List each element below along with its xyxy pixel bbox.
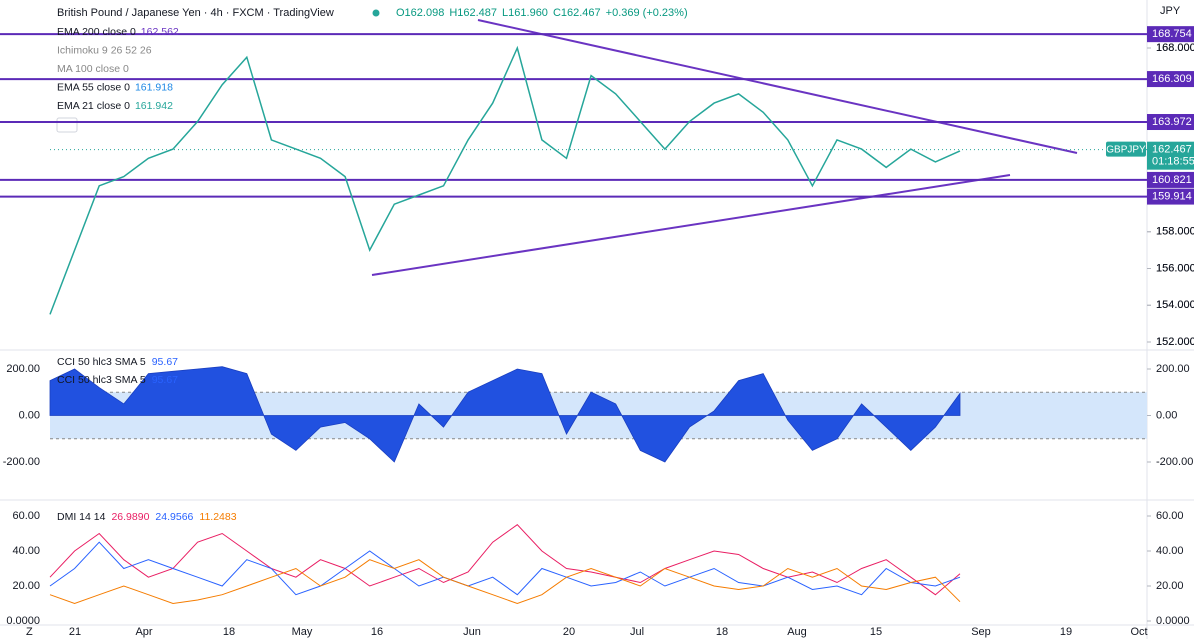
tick-label: 168.000 (1156, 42, 1194, 54)
left-tick-label: 200.00 (6, 363, 40, 375)
indicator-name: EMA 200 close 0 (57, 26, 136, 38)
price-tag (1147, 141, 1194, 170)
ohlc-value: L161.960 (502, 7, 548, 19)
countdown: 01:18:55 (1152, 156, 1194, 168)
level-label: 168.754 (1152, 28, 1192, 40)
left-tick-label: 0.00 (19, 409, 40, 421)
cci-legend: CCI 50 hlc3 SMA 5 (57, 356, 146, 368)
currency: JPY (1160, 5, 1181, 17)
dmi-line (49, 559, 961, 605)
left-tick-label: 0.0000 (6, 615, 40, 627)
time-label: 19 (1060, 626, 1072, 638)
left-tick-label: 60.00 (12, 510, 40, 522)
time-label: Jul (630, 626, 644, 638)
indicator-name: EMA 21 close 0 (57, 100, 130, 112)
indicator-value: 161.918 (135, 81, 173, 93)
tick-label: 0.0000 (1156, 615, 1190, 627)
level-tag (1147, 171, 1194, 188)
time-label: 15 (870, 626, 882, 638)
tick-label: 40.00 (1156, 545, 1184, 557)
cci-legend-value: 95.67 (152, 374, 178, 386)
cci-area (49, 366, 961, 463)
level-label: 166.309 (1152, 73, 1192, 85)
last-price: 162.467 (1152, 144, 1192, 156)
tick-label: 152.000 (1156, 336, 1194, 348)
dmi-line (49, 524, 961, 596)
time-label: 18 (223, 626, 235, 638)
time-label: Jun (463, 626, 481, 638)
time-label: 20 (563, 626, 575, 638)
level-label: 159.914 (1152, 190, 1192, 202)
trend-line (477, 19, 1078, 154)
time-label: May (292, 626, 313, 638)
left-tick-label: 20.00 (12, 580, 40, 592)
level-label: 163.972 (1152, 116, 1192, 128)
symbol-tag (1106, 141, 1146, 157)
dmi-legend-value: 26.9890 (111, 511, 149, 523)
tick-label: 200.00 (1156, 363, 1190, 375)
time-label: Oct (1130, 626, 1147, 638)
cci-legend-value: 95.67 (152, 356, 178, 368)
trend-line (371, 174, 1011, 276)
ohlc-value: O162.098 (396, 7, 444, 19)
price-line (49, 45, 961, 315)
tick-label: 20.00 (1156, 580, 1184, 592)
time-label: Aug (787, 626, 807, 638)
tick-label: -200.00 (1156, 456, 1193, 468)
time-label: 21 (69, 626, 81, 638)
legend: British Pound / Japanese Yen · 4h · FXCM… (57, 7, 688, 112)
tick-label: 154.000 (1156, 299, 1194, 311)
indicator-value: 161.942 (135, 100, 173, 112)
dmi-legend-value: 11.2483 (199, 511, 236, 523)
tick-label: 158.000 (1156, 226, 1194, 238)
tick-label: 156.000 (1156, 262, 1194, 274)
indicator-name: MA 100 close 0 (57, 63, 129, 75)
tick-label: 0.00 (1156, 409, 1177, 421)
dmi-legend-value: 24.9566 (155, 511, 193, 523)
ohlc-value: H162.487 (449, 7, 497, 19)
time-label: 18 (716, 626, 728, 638)
status-dot (372, 9, 380, 17)
cci-legend: CCI 50 hlc3 SMA 5 (57, 374, 146, 386)
tick-label: 60.00 (1156, 510, 1184, 522)
dmi-legend: DMI 14 14 (57, 511, 106, 523)
tick-label: 156.000 (1156, 262, 1194, 274)
indicator-name: EMA 55 close 0 (57, 81, 130, 93)
tick-label: 158.000 (1156, 226, 1194, 238)
time-label: Sep (971, 626, 991, 638)
collapse-button[interactable] (56, 117, 78, 133)
zoom-icon[interactable]: Z (26, 626, 33, 638)
tick-label: 154.000 (1156, 299, 1194, 311)
ohlc-value: +0.369 (+0.23%) (606, 7, 688, 19)
level-tag (1147, 188, 1194, 205)
tick-label: 168.000 (1156, 42, 1194, 54)
time-label: 16 (371, 626, 383, 638)
left-tick-label: 40.00 (12, 545, 40, 557)
ohlc-value: C162.467 (553, 7, 601, 19)
indicator-value: 162.562 (141, 26, 179, 38)
symbol-title: British Pound / Japanese Yen · 4h · FXCM… (57, 7, 334, 19)
left-tick-label: -200.00 (3, 456, 40, 468)
indicator-name: Ichimoku 9 26 52 26 (57, 44, 152, 56)
level-tag (1147, 71, 1194, 88)
time-label: Apr (135, 626, 152, 638)
level-tag (1147, 114, 1194, 131)
tick-label: 152.000 (1156, 336, 1194, 348)
symbol-name: GBPJPY (1106, 144, 1146, 155)
dmi-line (49, 541, 961, 596)
level-label: 160.821 (1152, 174, 1192, 186)
level-tag (1147, 26, 1194, 43)
